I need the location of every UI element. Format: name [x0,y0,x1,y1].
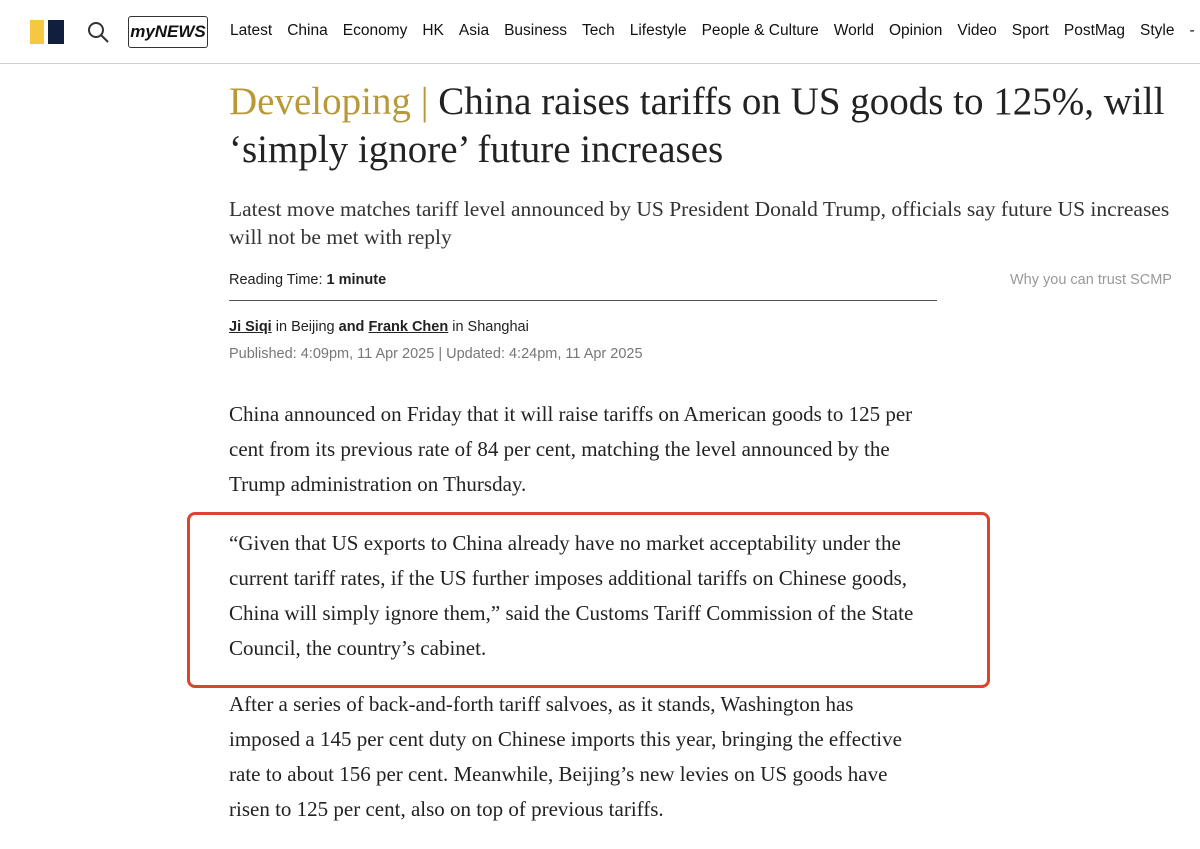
nav-link[interactable]: Video [957,22,997,39]
trust-link[interactable]: Why you can trust SCMP [1010,272,1172,288]
nav-link[interactable]: Tech [581,22,615,39]
nav-link[interactable]: Business [504,22,567,39]
paragraph: After a series of back-and-forth tariff … [229,692,902,821]
nav-link[interactable]: PostMag [1063,22,1126,39]
label: Developing [229,80,411,123]
separator: | [420,80,429,123]
subtitle: Latest move matches tariff level announc… [229,197,1170,249]
title: China raises tariffs on US goods to 125%… [229,80,1165,171]
conjunction: and [338,319,365,335]
paragraph: “Given that US exports to China already … [229,531,914,660]
nav-links: Latest China Economy HK Asia Business Tech Life… [230,22,1200,40]
divider [229,300,937,301]
nav-link[interactable]: Asia [458,22,490,39]
search-icon[interactable] [86,20,110,44]
reading-time: Reading Time: 1 minute [229,272,386,288]
brand: myNEWS [130,22,206,41]
reading-value: 1 minute [326,272,387,288]
nav-link[interactable]: Economy [342,22,408,39]
nav-bar: myNEWS Latest China Economy HK Asia Business T… [0,0,1200,64]
nav-link[interactable]: Lifestyle [629,22,687,39]
author[interactable]: Frank Chen [368,319,449,335]
nav-link[interactable]: China [287,22,328,39]
nav-link: - [1189,22,1195,39]
mynews-button[interactable]: myNEWS [128,16,208,48]
nav-link[interactable]: Sport [1011,22,1049,39]
nav-link[interactable]: World [833,22,874,39]
highlight-box [187,512,990,688]
dates: Published: 4:09pm, 11 Apr 2025 | Updated… [229,346,643,362]
paragraph: China announced on Friday that it will r… [229,402,913,496]
nav-link[interactable]: HK [422,22,444,39]
nav-link[interactable]: Opinion [888,22,943,39]
nav-link[interactable]: People & Culture [701,22,819,39]
byline: Ji Siqi in Beijing and Frank Chen in Sha… [229,319,529,335]
nav-link[interactable]: Style [1140,22,1175,39]
nav-link[interactable]: Latest [230,22,273,39]
reading-label: Reading Time: [229,272,323,288]
headline: Developing | China raises tariffs on US … [229,78,1174,174]
location: in Beijing [275,319,335,335]
location: in Shanghai [452,319,529,335]
logo[interactable] [30,20,64,44]
author[interactable]: Ji Siqi [229,319,272,335]
